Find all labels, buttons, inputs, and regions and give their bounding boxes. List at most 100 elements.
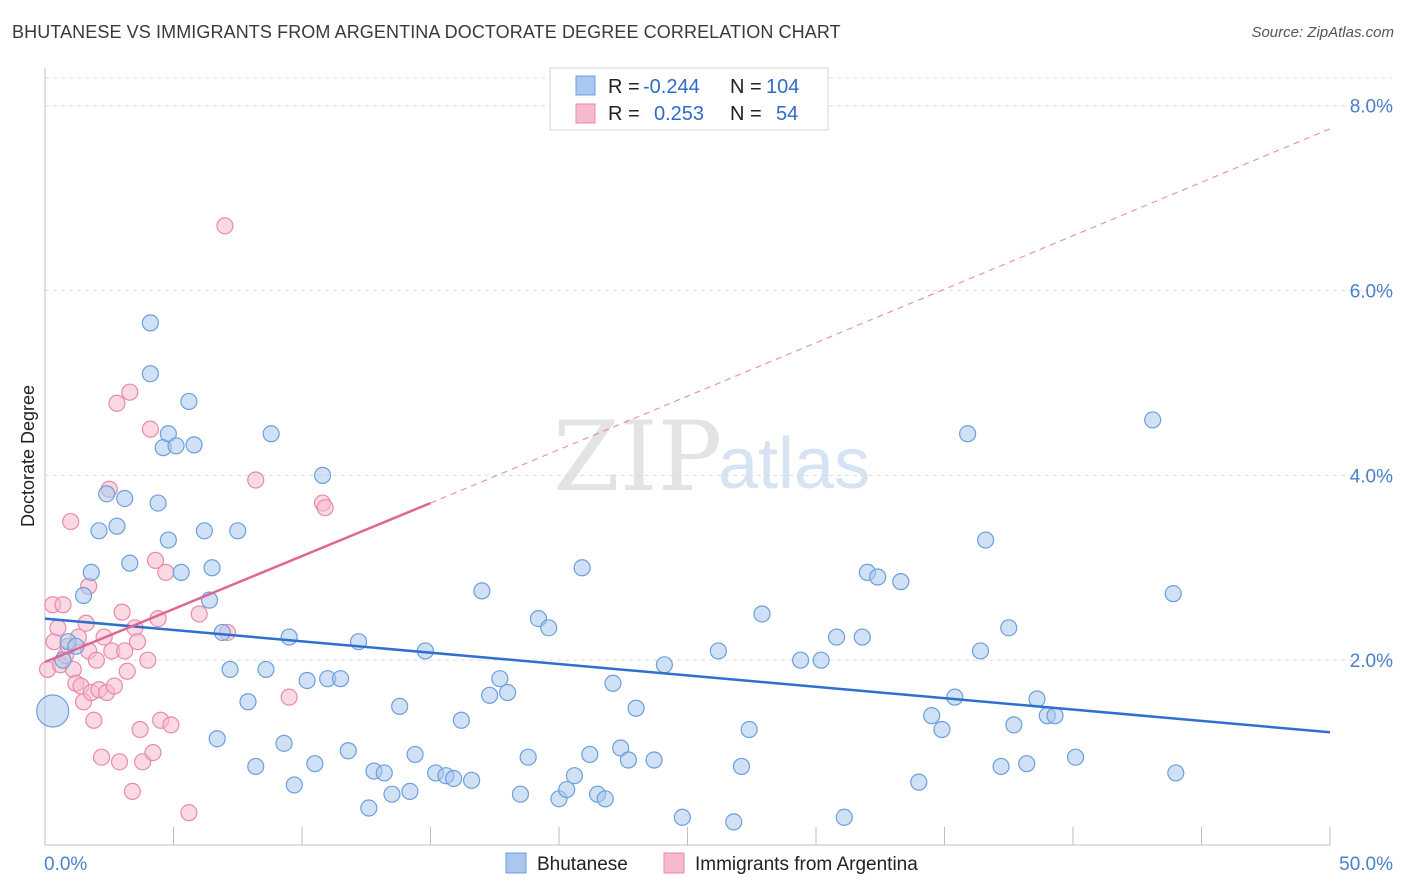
bhutanese-point-59 — [511, 785, 530, 803]
bhutanese-point-75 — [655, 656, 673, 674]
bhutanese-point-16 — [159, 425, 177, 443]
bhutanese-point-78 — [725, 813, 743, 831]
bhutanese-point-89 — [892, 573, 910, 591]
bhutanese-point-65 — [565, 767, 584, 785]
argentina-point-47 — [190, 605, 208, 623]
argentina-point-50 — [247, 471, 265, 489]
y-axis-label: Doctorate Degree — [18, 385, 38, 527]
bhutanese-point-11 — [141, 365, 159, 383]
legend-box — [549, 67, 829, 131]
argentina-point-53 — [316, 499, 334, 517]
bhutanese-point-6 — [90, 522, 108, 540]
legend-r-label-1: R = — [608, 76, 640, 98]
x-tick-labels: 0.0% 50.0% — [44, 854, 1393, 875]
argentina-point-21 — [92, 748, 111, 766]
bhutanese-point-93 — [946, 688, 964, 706]
bhutanese-point-15 — [149, 494, 167, 512]
bhutanese-point-24 — [208, 730, 226, 748]
bhutanese-point-9 — [116, 489, 134, 508]
bottom-legend-label-argentina: Immigrants from Argentina — [695, 854, 918, 875]
argentina-trend-line — [44, 501, 431, 664]
bhutanese-point-88 — [869, 568, 887, 586]
series-legend: Bhutanese Immigrants from Argentina — [505, 852, 918, 875]
bhutanese-point-79 — [732, 757, 751, 776]
gridlines — [45, 77, 1392, 661]
bhutanese-point-56 — [481, 686, 499, 704]
legend-r-value-2: 0.253 — [654, 103, 704, 125]
argentina-point-27 — [108, 394, 126, 412]
bhutanese-point-64 — [558, 780, 576, 799]
bhutanese-point-74 — [645, 751, 663, 769]
source-label: Source: ZipAtlas.com — [1251, 24, 1394, 41]
bhutanese-point-47 — [401, 782, 419, 801]
argentina-point-28 — [110, 753, 129, 771]
legend-n-label-2: N = — [730, 103, 762, 125]
argentina-point-31 — [118, 662, 136, 680]
argentina-points — [38, 217, 334, 822]
bhutanese-point-27 — [229, 522, 247, 540]
bhutanese-point-58 — [499, 683, 517, 702]
argentina-point-26 — [105, 677, 123, 695]
bhutanese-point-85 — [835, 808, 853, 826]
argentina-point-30 — [116, 642, 134, 660]
bhutanese-point-46 — [391, 697, 409, 715]
bhutanese-point-8 — [108, 517, 126, 535]
correlation-legend: R = -0.244 N = 104 R = 0.253 N = 54 — [549, 67, 829, 131]
x-tick-label-0: 0.0% — [44, 854, 87, 875]
argentina-point-39 — [141, 420, 159, 438]
bhutanese-point-21 — [195, 522, 213, 540]
bhutanese-point-23 — [203, 559, 221, 577]
bhutanese-point-66 — [573, 559, 591, 577]
bottom-legend-swatch-pink — [663, 852, 685, 874]
bhutanese-point-62 — [540, 619, 558, 637]
argentina-point-3 — [49, 619, 67, 637]
bhutanese-point-72 — [619, 751, 637, 769]
bhutanese-point-107 — [1167, 764, 1185, 782]
bhutanese-point-69 — [596, 790, 614, 808]
bhutanese-point-73 — [627, 699, 645, 717]
bhutanese-point-48 — [406, 745, 424, 764]
y-tick-label-3: 8.0% — [1350, 97, 1393, 118]
bhutanese-point-33 — [280, 628, 298, 646]
argentina-point-35 — [128, 633, 147, 651]
bhutanese-point-55 — [473, 582, 491, 600]
argentina-point-5 — [54, 596, 72, 614]
argentina-point-33 — [123, 782, 141, 801]
bhutanese-point-42 — [360, 799, 378, 817]
legend-r-label-2: R = — [608, 103, 640, 125]
bhutanese-point-99 — [1005, 716, 1023, 734]
argentina-point-38 — [139, 651, 157, 669]
bhutanese-points — [36, 314, 1185, 831]
bhutanese-point-81 — [753, 605, 771, 623]
bhutanese-point-0 — [36, 694, 70, 728]
y-tick-labels: 2.0% 4.0% 6.0% 8.0% — [1350, 97, 1393, 672]
bhutanese-point-77 — [709, 642, 727, 660]
bhutanese-point-91 — [923, 707, 941, 725]
bhutanese-point-39 — [331, 670, 350, 688]
bhutanese-point-25 — [213, 623, 231, 642]
legend-r-value-1: -0.244 — [643, 76, 700, 98]
bhutanese-point-14 — [141, 314, 159, 332]
argentina-point-29 — [113, 603, 131, 621]
bhutanese-point-96 — [977, 531, 995, 549]
bhutanese-point-94 — [959, 425, 977, 443]
bhutanese-trend-line — [44, 617, 1331, 734]
bhutanese-point-40 — [339, 742, 357, 760]
bottom-legend-label-bhutanese: Bhutanese — [537, 854, 628, 875]
bhutanese-point-97 — [992, 757, 1010, 776]
bhutanese-point-29 — [247, 757, 265, 776]
legend-n-value-2: 54 — [776, 103, 798, 125]
bhutanese-point-70 — [604, 674, 622, 692]
bhutanese-point-67 — [581, 745, 599, 764]
bhutanese-point-84 — [827, 628, 846, 646]
watermark-zip: ZIP — [553, 401, 722, 513]
bhutanese-point-57 — [491, 670, 509, 688]
argentina-point-18 — [85, 711, 103, 729]
bhutanese-point-19 — [180, 392, 198, 411]
argentina-point-32 — [121, 383, 139, 401]
bhutanese-point-90 — [910, 773, 928, 791]
bhutanese-point-10 — [121, 554, 139, 572]
y-tick-label-0: 2.0% — [1350, 651, 1393, 672]
argentina-point-40 — [144, 743, 162, 762]
argentina-point-46 — [180, 804, 198, 822]
